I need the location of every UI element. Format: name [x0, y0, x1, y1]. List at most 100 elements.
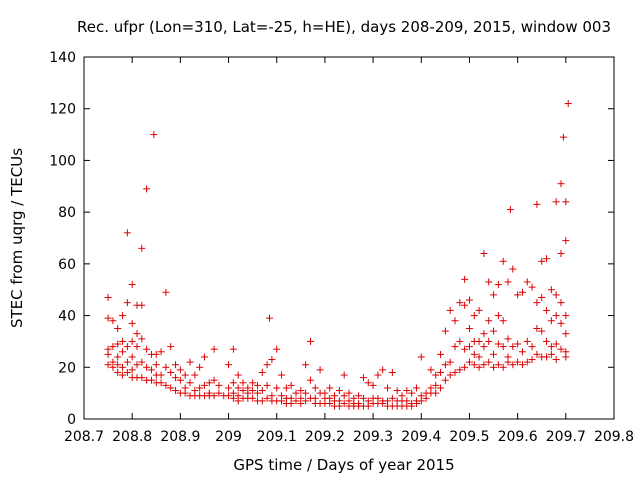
data-point — [547, 317, 555, 325]
data-point — [340, 371, 348, 379]
data-point — [533, 325, 541, 332]
y-tick-label: 100 — [49, 153, 76, 169]
y-tick-label: 40 — [58, 309, 76, 325]
data-point — [461, 363, 469, 371]
data-point — [311, 384, 319, 392]
data-point — [167, 384, 175, 392]
data-point — [239, 387, 247, 395]
data-point — [172, 361, 180, 369]
data-point — [273, 384, 281, 392]
data-point — [150, 131, 158, 139]
chart-title: Rec. ufpr (Lon=310, Lat=-25, h=HE), days… — [77, 18, 611, 36]
data-point — [437, 350, 445, 358]
data-point — [278, 397, 286, 405]
data-point — [249, 394, 257, 402]
data-point — [533, 299, 541, 307]
data-point — [552, 198, 560, 206]
data-point — [528, 283, 536, 291]
x-tick-label: 208.7 — [64, 429, 104, 445]
data-point — [215, 389, 223, 397]
axis-ticks: 208.7 208.8 208.9 209 209.1 209.2 209.3 209.4 20… — [49, 50, 634, 445]
data-point — [538, 257, 546, 265]
data-point — [181, 389, 189, 397]
data-point — [268, 356, 276, 364]
data-point — [104, 350, 112, 358]
data-point — [258, 387, 266, 395]
data-point — [104, 361, 112, 369]
data-point — [369, 381, 377, 389]
data-point — [446, 371, 454, 379]
data-point — [490, 291, 498, 299]
data-point — [562, 198, 570, 206]
data-point — [514, 291, 522, 299]
data-point — [263, 394, 271, 402]
data-point — [119, 371, 127, 379]
x-tick-label: 209.4 — [401, 429, 441, 445]
data-point — [480, 361, 488, 369]
data-point — [128, 337, 136, 345]
data-point — [266, 314, 273, 322]
data-point — [335, 402, 343, 410]
data-point — [523, 337, 531, 345]
data-point — [441, 327, 449, 335]
data-point — [278, 371, 286, 379]
data-point — [432, 371, 440, 379]
data-point — [552, 356, 560, 364]
data-point — [128, 366, 136, 374]
data-point — [176, 366, 184, 374]
y-tick-label: 120 — [49, 102, 76, 118]
data-point — [490, 327, 498, 335]
data-point — [475, 337, 483, 345]
data-point — [292, 397, 300, 405]
data-point — [543, 337, 551, 345]
data-point — [494, 312, 502, 320]
x-axis-label: GPS time / Days of year 2015 — [233, 456, 454, 474]
data-point — [326, 399, 334, 407]
data-point — [461, 275, 469, 283]
data-point — [470, 350, 478, 358]
data-point — [340, 392, 348, 400]
data-point — [359, 394, 367, 402]
data-point — [119, 337, 127, 345]
data-point — [263, 381, 271, 389]
data-point — [138, 374, 146, 382]
data-point — [559, 133, 567, 141]
data-point — [393, 387, 401, 395]
data-point — [109, 343, 117, 351]
data-point — [412, 384, 420, 392]
data-point — [543, 255, 551, 263]
data-point — [172, 387, 180, 395]
data-point — [249, 387, 257, 395]
data-point — [485, 358, 493, 366]
data-point — [104, 293, 112, 301]
data-point — [456, 366, 464, 374]
data-point — [119, 363, 127, 371]
data-point — [490, 363, 498, 371]
x-tick-label: 209.7 — [546, 429, 586, 445]
data-point — [123, 299, 131, 307]
data-point — [528, 343, 536, 351]
data-point — [470, 312, 478, 320]
y-tick-label: 140 — [49, 50, 76, 66]
data-point — [114, 361, 122, 369]
data-point — [263, 361, 271, 369]
data-point — [528, 356, 536, 364]
data-point — [123, 343, 131, 351]
data-point — [518, 348, 526, 356]
data-point — [138, 244, 146, 252]
data-point — [297, 387, 305, 395]
data-point — [485, 278, 493, 286]
data-point — [523, 358, 531, 366]
data-point — [147, 376, 155, 384]
data-point — [119, 348, 127, 356]
data-point — [172, 374, 180, 382]
data-point — [133, 361, 141, 369]
data-point — [509, 343, 517, 351]
data-point — [287, 381, 295, 389]
data-point — [408, 402, 416, 410]
data-point — [364, 379, 372, 387]
data-point — [200, 381, 208, 389]
data-point — [287, 399, 295, 407]
data-point — [302, 397, 310, 405]
data-point — [379, 399, 387, 407]
